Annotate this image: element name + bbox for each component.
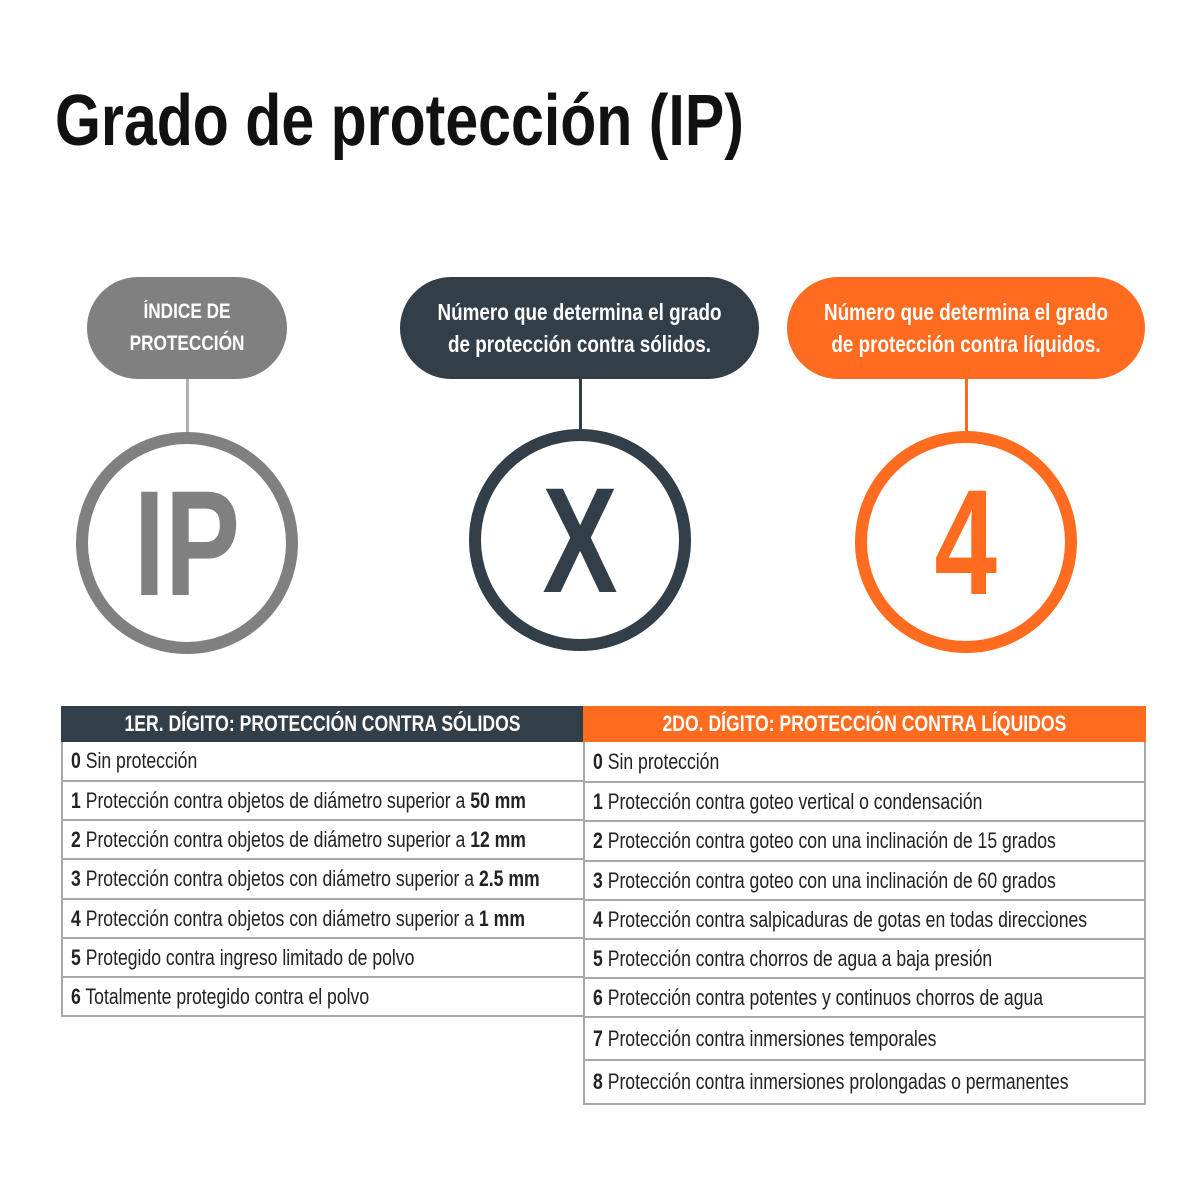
row-description: Protección contra goteo con una inclinac… [607, 828, 1056, 853]
row-description: Protección contra goteo con una inclinac… [607, 867, 1056, 893]
row-number: 4 [593, 906, 603, 932]
liquids-label: Número que determina el grado de protecc… [787, 277, 1145, 379]
table-row: 8 Protección contra inmersiones prolonga… [583, 1061, 1146, 1105]
solids-label: Número que determina el grado de protecc… [400, 277, 759, 379]
row-value: 12 mm [470, 826, 526, 852]
table-row: 1 Protección contra goteo vertical o con… [583, 783, 1146, 822]
row-description: Protección contra salpicaduras de gotas … [607, 906, 1088, 932]
row-text: 0 Sin protección [71, 748, 197, 774]
row-value: 2.5 mm [478, 866, 540, 891]
row-number: 1 [71, 787, 81, 813]
table-row: 1 Protección contra objetos de diámetro … [61, 782, 585, 821]
row-value: 50 mm [470, 787, 526, 813]
row-text: 6 Totalmente protegido contra el polvo [71, 984, 369, 1010]
row-text: 6 Protección contra potentes y continuos… [593, 985, 1043, 1011]
row-text: 4 Protección contra salpicaduras de gota… [593, 907, 1087, 933]
solids-table: 1ER. DÍGITO: PROTECCIÓN CONTRA SÓLIDOS 0… [61, 706, 585, 1017]
row-text: 2 Protección contra objetos de diámetro … [71, 827, 526, 853]
row-description: Protección contra goteo vertical o conde… [607, 788, 983, 814]
row-description: Protección contra objetos de diámetro su… [85, 787, 466, 813]
row-description: Protegido contra ingreso limitado de pol… [85, 944, 415, 970]
row-text: 3 Protección contra objetos con diámetro… [71, 866, 540, 892]
liquids-digit-circle: 4 [855, 431, 1077, 653]
table-row: 6 Protección contra potentes y continuos… [583, 979, 1146, 1018]
row-description: Totalmente protegido contra el polvo [85, 983, 370, 1009]
table-row: 0 Sin protección [583, 742, 1146, 783]
row-description: Protección contra objetos con diámetro s… [85, 866, 475, 891]
row-number: 6 [593, 984, 603, 1010]
row-description: Protección contra potentes y continuos c… [607, 984, 1044, 1010]
row-number: 6 [71, 983, 81, 1009]
row-number: 1 [593, 788, 603, 814]
ip-circle: IP [76, 432, 298, 654]
table-row: 2 Protección contra goteo con una inclin… [583, 822, 1146, 862]
solids-digit-circle: X [469, 429, 691, 651]
row-number: 3 [593, 867, 603, 893]
table-row: 0 Sin protección [61, 742, 585, 782]
solids-table-header: 1ER. DÍGITO: PROTECCIÓN CONTRA SÓLIDOS [61, 706, 585, 742]
table-row: 4 Protección contra objetos con diámetro… [61, 900, 585, 939]
row-number: 3 [71, 866, 81, 891]
table-row: 6 Totalmente protegido contra el polvo [61, 978, 585, 1017]
row-number: 2 [71, 826, 81, 852]
connector-line [186, 379, 189, 433]
index-label: ÍNDICE DE PROTECCIÓN [87, 277, 287, 379]
table-row: 5 Protegido contra ingreso limitado de p… [61, 939, 585, 978]
connector-line [579, 379, 582, 431]
index-label-text: ÍNDICE DE PROTECCIÓN [129, 300, 245, 355]
table-row: 7 Protección contra inmersiones temporal… [583, 1018, 1146, 1061]
table-row: 5 Protección contra chorros de agua a ba… [583, 940, 1146, 979]
row-text: 5 Protección contra chorros de agua a ba… [593, 946, 992, 972]
row-number: 0 [593, 748, 603, 774]
connector-line [965, 379, 968, 433]
liquids-table: 2DO. DÍGITO: PROTECCIÓN CONTRA LÍQUIDOS … [583, 706, 1146, 1105]
row-description: Protección contra chorros de agua a baja… [607, 945, 993, 971]
row-number: 8 [593, 1069, 603, 1094]
row-description: Sin protección [85, 748, 198, 773]
row-text: 0 Sin protección [593, 749, 719, 775]
table-row: 3 Protección contra goteo con una inclin… [583, 862, 1146, 901]
row-text: 7 Protección contra inmersiones temporal… [593, 1026, 936, 1052]
row-text: 2 Protección contra goteo con una inclin… [593, 828, 1056, 854]
solids-label-text: Número que determina el grado de protecc… [437, 299, 722, 357]
table-row: 2 Protección contra objetos de diámetro … [61, 821, 585, 860]
row-number: 5 [71, 944, 81, 970]
row-value: 1 mm [478, 905, 525, 931]
row-number: 2 [593, 828, 603, 853]
row-description: Protección contra inmersiones prolongada… [607, 1069, 1069, 1094]
liquids-label-text: Número que determina el grado de protecc… [823, 299, 1109, 357]
table-row: 4 Protección contra salpicaduras de gota… [583, 901, 1146, 940]
liquids-table-header: 2DO. DÍGITO: PROTECCIÓN CONTRA LÍQUIDOS [583, 706, 1146, 742]
row-text: 1 Protección contra goteo vertical o con… [593, 789, 982, 815]
row-description: Protección contra objetos con diámetro s… [85, 905, 475, 931]
row-description: Protección contra objetos de diámetro su… [85, 826, 466, 852]
row-number: 4 [71, 905, 81, 931]
table-row: 3 Protección contra objetos con diámetro… [61, 860, 585, 900]
row-number: 0 [71, 748, 81, 773]
row-text: 3 Protección contra goteo con una inclin… [593, 868, 1056, 894]
row-number: 7 [593, 1025, 603, 1051]
row-number: 5 [593, 945, 603, 971]
row-text: 4 Protección contra objetos con diámetro… [71, 906, 525, 932]
row-text: 5 Protegido contra ingreso limitado de p… [71, 945, 414, 971]
row-description: Sin protección [607, 748, 720, 774]
row-description: Protección contra inmersiones temporales [607, 1025, 937, 1051]
page-title: Grado de protección (IP) [55, 81, 744, 161]
row-text: 1 Protección contra objetos de diámetro … [71, 788, 526, 814]
row-text: 8 Protección contra inmersiones prolonga… [593, 1069, 1069, 1095]
